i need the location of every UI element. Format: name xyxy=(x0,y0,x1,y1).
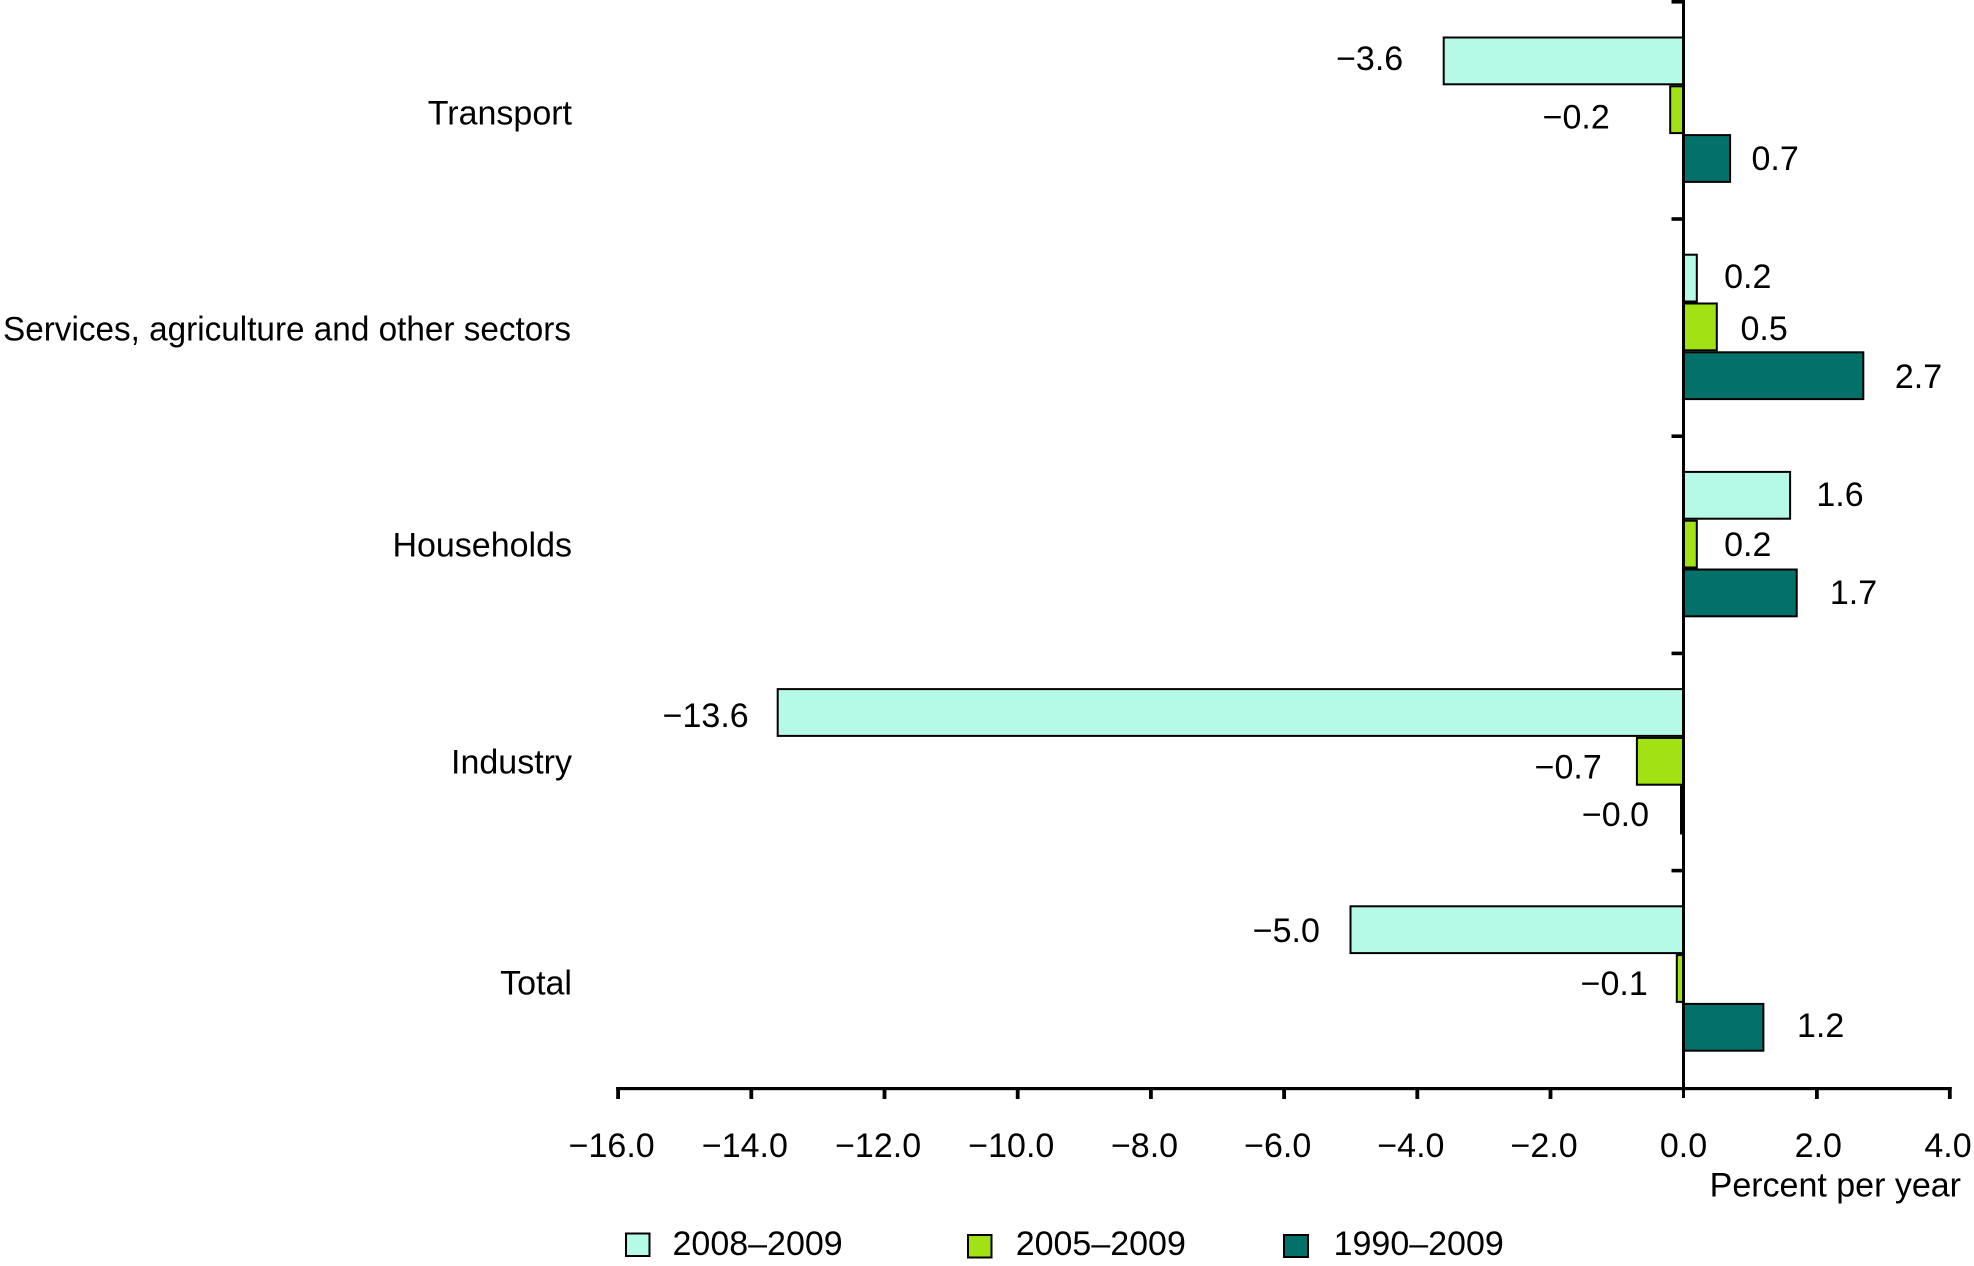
svg-text:−13.6: −13.6 xyxy=(663,697,749,735)
svg-text:−14.0: −14.0 xyxy=(702,1127,788,1165)
svg-text:2005–2009: 2005–2009 xyxy=(1016,1225,1186,1261)
svg-text:−3.6: −3.6 xyxy=(1336,40,1403,78)
svg-text:−0.0: −0.0 xyxy=(1582,796,1649,834)
svg-text:0.0: 0.0 xyxy=(1660,1127,1707,1165)
svg-text:Services, agriculture and othe: Services, agriculture and other sectors xyxy=(3,310,571,348)
svg-text:−12.0: −12.0 xyxy=(835,1127,921,1165)
svg-text:0.2: 0.2 xyxy=(1724,526,1771,564)
svg-text:−2.0: −2.0 xyxy=(1511,1127,1578,1165)
svg-text:0.7: 0.7 xyxy=(1752,140,1799,178)
svg-text:Percent per year: Percent per year xyxy=(1710,1167,1961,1205)
svg-text:Households: Households xyxy=(392,526,572,564)
svg-text:−8.0: −8.0 xyxy=(1111,1127,1178,1165)
svg-text:1.6: 1.6 xyxy=(1816,476,1863,514)
svg-text:1.7: 1.7 xyxy=(1830,574,1877,612)
svg-text:1.2: 1.2 xyxy=(1797,1007,1844,1045)
svg-text:0.5: 0.5 xyxy=(1741,310,1788,348)
svg-text:1990–2009: 1990–2009 xyxy=(1334,1225,1504,1261)
svg-text:−5.0: −5.0 xyxy=(1253,912,1320,950)
svg-text:−0.7: −0.7 xyxy=(1535,749,1602,787)
svg-text:−0.2: −0.2 xyxy=(1543,99,1610,137)
svg-text:Industry: Industry xyxy=(451,744,572,782)
svg-text:−6.0: −6.0 xyxy=(1244,1127,1311,1165)
svg-text:Total: Total xyxy=(500,965,572,1003)
svg-text:0.2: 0.2 xyxy=(1724,258,1771,296)
svg-text:2.7: 2.7 xyxy=(1895,358,1942,396)
svg-text:2.0: 2.0 xyxy=(1795,1127,1842,1165)
svg-text:−10.0: −10.0 xyxy=(968,1127,1054,1165)
svg-text:−0.1: −0.1 xyxy=(1581,965,1648,1003)
svg-text:2008–2009: 2008–2009 xyxy=(673,1225,843,1261)
svg-text:−4.0: −4.0 xyxy=(1377,1127,1444,1165)
svg-text:−16.0: −16.0 xyxy=(569,1127,655,1165)
svg-text:4.0: 4.0 xyxy=(1924,1127,1971,1165)
svg-text:Transport: Transport xyxy=(428,95,573,133)
